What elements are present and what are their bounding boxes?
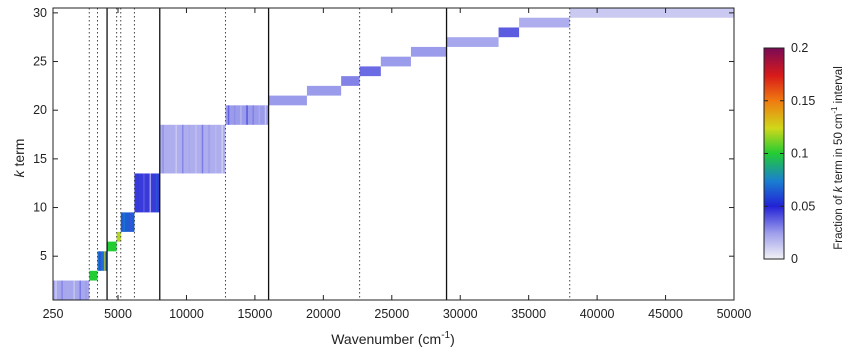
y-tick-label: 30 bbox=[33, 6, 47, 20]
x-tick-label: 15000 bbox=[238, 307, 273, 321]
x-axis-ticks: 250 5000 10000 15000 20000 25000 30000 35000 400… bbox=[43, 8, 752, 321]
y-tick-label: 25 bbox=[33, 55, 47, 69]
x-tick-label: 45000 bbox=[648, 307, 683, 321]
heatmap-cell bbox=[53, 280, 90, 300]
heatmap-cell bbox=[306, 85, 342, 96]
heatmap-cell bbox=[116, 231, 121, 242]
heatmap-cell bbox=[134, 173, 160, 213]
colorbar-tick-label: 0.05 bbox=[791, 199, 815, 213]
x-tick-label: 40000 bbox=[580, 307, 615, 321]
colorbar-tick-label: 0.1 bbox=[791, 147, 808, 161]
heatmap-cell bbox=[107, 241, 117, 252]
heatmap-cell bbox=[359, 66, 381, 77]
x-tick-label: 30000 bbox=[443, 307, 478, 321]
y-tick-label: 20 bbox=[33, 103, 47, 117]
heatmap-cells bbox=[53, 8, 734, 300]
colorbar-tick-label: 0.2 bbox=[791, 41, 808, 55]
heatmap-cell bbox=[120, 212, 135, 232]
heatmap-cell bbox=[519, 17, 570, 28]
colorbar-tick-label: 0.15 bbox=[791, 94, 815, 108]
y-tick-label: 5 bbox=[40, 249, 47, 263]
x-tick-label: 20000 bbox=[306, 307, 341, 321]
x-axis-label: Wavenumber (cm-1) bbox=[331, 330, 455, 347]
cell-texture-lines bbox=[55, 105, 267, 300]
y-axis-ticks: 5 10 15 20 25 30 bbox=[33, 6, 734, 263]
heatmap-cell bbox=[380, 56, 411, 67]
heatmap-cell bbox=[268, 95, 307, 106]
heatmap-cell bbox=[410, 46, 447, 57]
heatmap-cell bbox=[97, 251, 108, 271]
x-tick-label: 25000 bbox=[374, 307, 409, 321]
y-axis-label: k term bbox=[11, 139, 27, 178]
heatmap-cell bbox=[159, 124, 226, 174]
colorbar-tick-label: 0 bbox=[791, 252, 798, 266]
heatmap-cell bbox=[498, 27, 520, 38]
y-tick-label: 15 bbox=[33, 152, 47, 166]
x-tick-label: 250 bbox=[43, 307, 64, 321]
x-tick-label: 35000 bbox=[511, 307, 546, 321]
colorbar-label: Fraction of k term in 50 cm-1 interval bbox=[830, 66, 845, 250]
band-boundary-lines bbox=[88, 8, 571, 300]
y-tick-label: 10 bbox=[33, 201, 47, 215]
heatmap-cell bbox=[341, 76, 360, 86]
heatmap-cell bbox=[89, 270, 98, 281]
plot-frame bbox=[52, 7, 735, 301]
heatmap-cell bbox=[446, 37, 499, 47]
x-tick-label: 50000 bbox=[717, 307, 752, 321]
colorbar-ticks: 0 0.05 0.1 0.15 0.2 bbox=[764, 41, 815, 266]
heatmap-cell bbox=[569, 8, 734, 18]
x-tick-label: 10000 bbox=[169, 307, 204, 321]
x-tick-label: 5000 bbox=[104, 307, 132, 321]
